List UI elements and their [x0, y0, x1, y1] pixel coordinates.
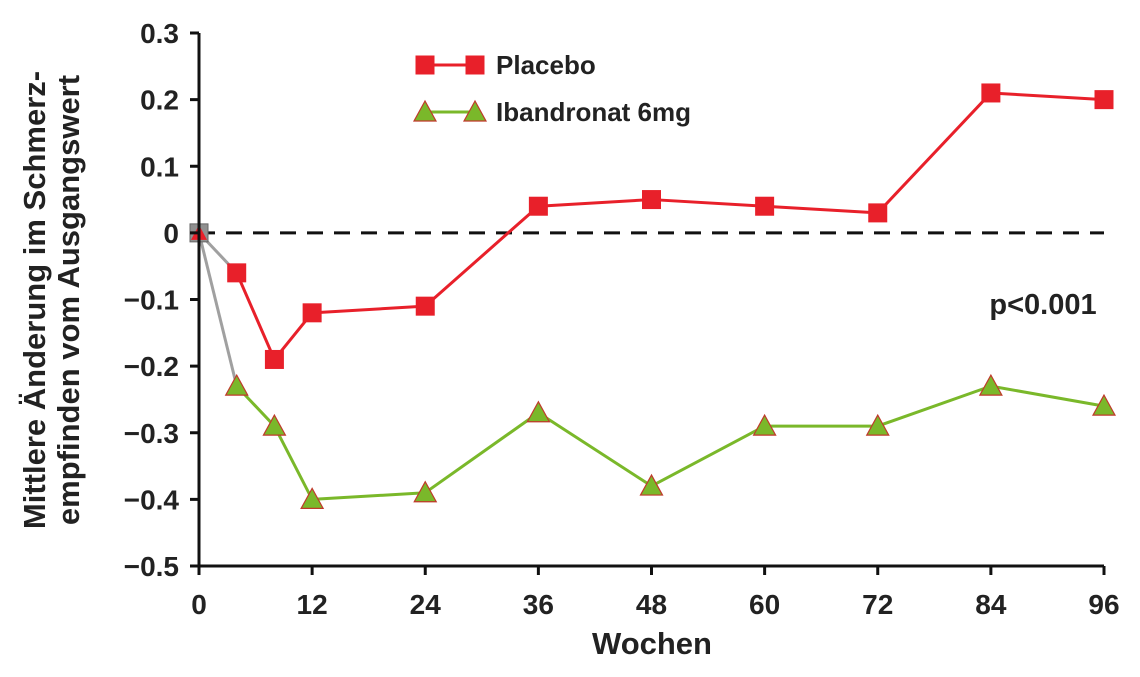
y-tick-label: −0.5 [124, 551, 179, 582]
series-ibandronat [197, 232, 1117, 509]
x-axis-title: Wochen [592, 626, 712, 661]
y-tick-label: −0.1 [124, 285, 179, 316]
data-point [413, 480, 438, 503]
series-layer [189, 83, 1117, 509]
y-axis-title: Mittlere Änderung im Schmerz- empfinden … [17, 71, 86, 529]
data-point [264, 349, 284, 369]
legend-marker [465, 55, 485, 75]
x-tick-label: 24 [410, 589, 442, 620]
legend-item-ibandronat: Ibandronat 6mg [412, 97, 691, 127]
data-point [415, 296, 435, 316]
legend-label: Ibandronat 6mg [496, 97, 691, 127]
y-axis-title-line-2: empfinden vom Ausgangswert [51, 75, 86, 525]
legend-item-placebo: Placebo [415, 50, 596, 80]
x-tick-label: 48 [636, 589, 667, 620]
legend-marker [462, 99, 488, 122]
series-first-segment [197, 232, 239, 387]
data-point [1091, 393, 1117, 416]
data-point [528, 196, 548, 216]
data-point [978, 373, 1003, 396]
data-point [262, 413, 287, 436]
y-tick-label: 0 [163, 218, 179, 249]
data-point [868, 203, 888, 223]
x-tick-label: 72 [862, 589, 893, 620]
series-line [235, 384, 1105, 501]
data-point [865, 413, 890, 436]
data-point [224, 373, 249, 396]
data-point [1094, 90, 1114, 110]
data-point [526, 400, 551, 423]
y-tick-label: 0.3 [140, 18, 179, 49]
data-point [981, 83, 1001, 103]
data-point [300, 487, 325, 509]
data-point [752, 413, 777, 436]
legend-marker [412, 99, 438, 122]
data-point [302, 303, 322, 323]
data-point [227, 263, 247, 283]
y-tick-label: 0.2 [140, 85, 179, 116]
legend-label: Placebo [496, 50, 596, 80]
y-tick-label: −0.3 [124, 418, 179, 449]
x-tick-label: 96 [1088, 589, 1119, 620]
x-tick-label: 60 [749, 589, 780, 620]
data-point [755, 196, 775, 216]
legend: Placebo Ibandronat 6mg [412, 50, 691, 127]
x-tick-label: 36 [523, 589, 554, 620]
legend-marker [415, 55, 435, 75]
y-tick-label: 0.1 [140, 151, 179, 182]
y-tick-label: −0.2 [124, 351, 179, 382]
axes: 0.3 0.2 0.1 0 −0.1 −0.2 −0.3 −0.4 −0.5 0 12 24 36 48 6… [124, 18, 1120, 620]
data-point [642, 190, 661, 210]
x-tick-label: 12 [297, 589, 328, 620]
p-value-annotation: p<0.001 [989, 289, 1096, 321]
y-axis-title-line-1: Mittlere Änderung im Schmerz- [17, 71, 52, 529]
series-line [235, 91, 1105, 361]
x-tick-label: 0 [191, 589, 207, 620]
x-tick-label: 84 [975, 589, 1007, 620]
y-tick-label: −0.4 [124, 484, 180, 515]
data-point [639, 473, 664, 496]
